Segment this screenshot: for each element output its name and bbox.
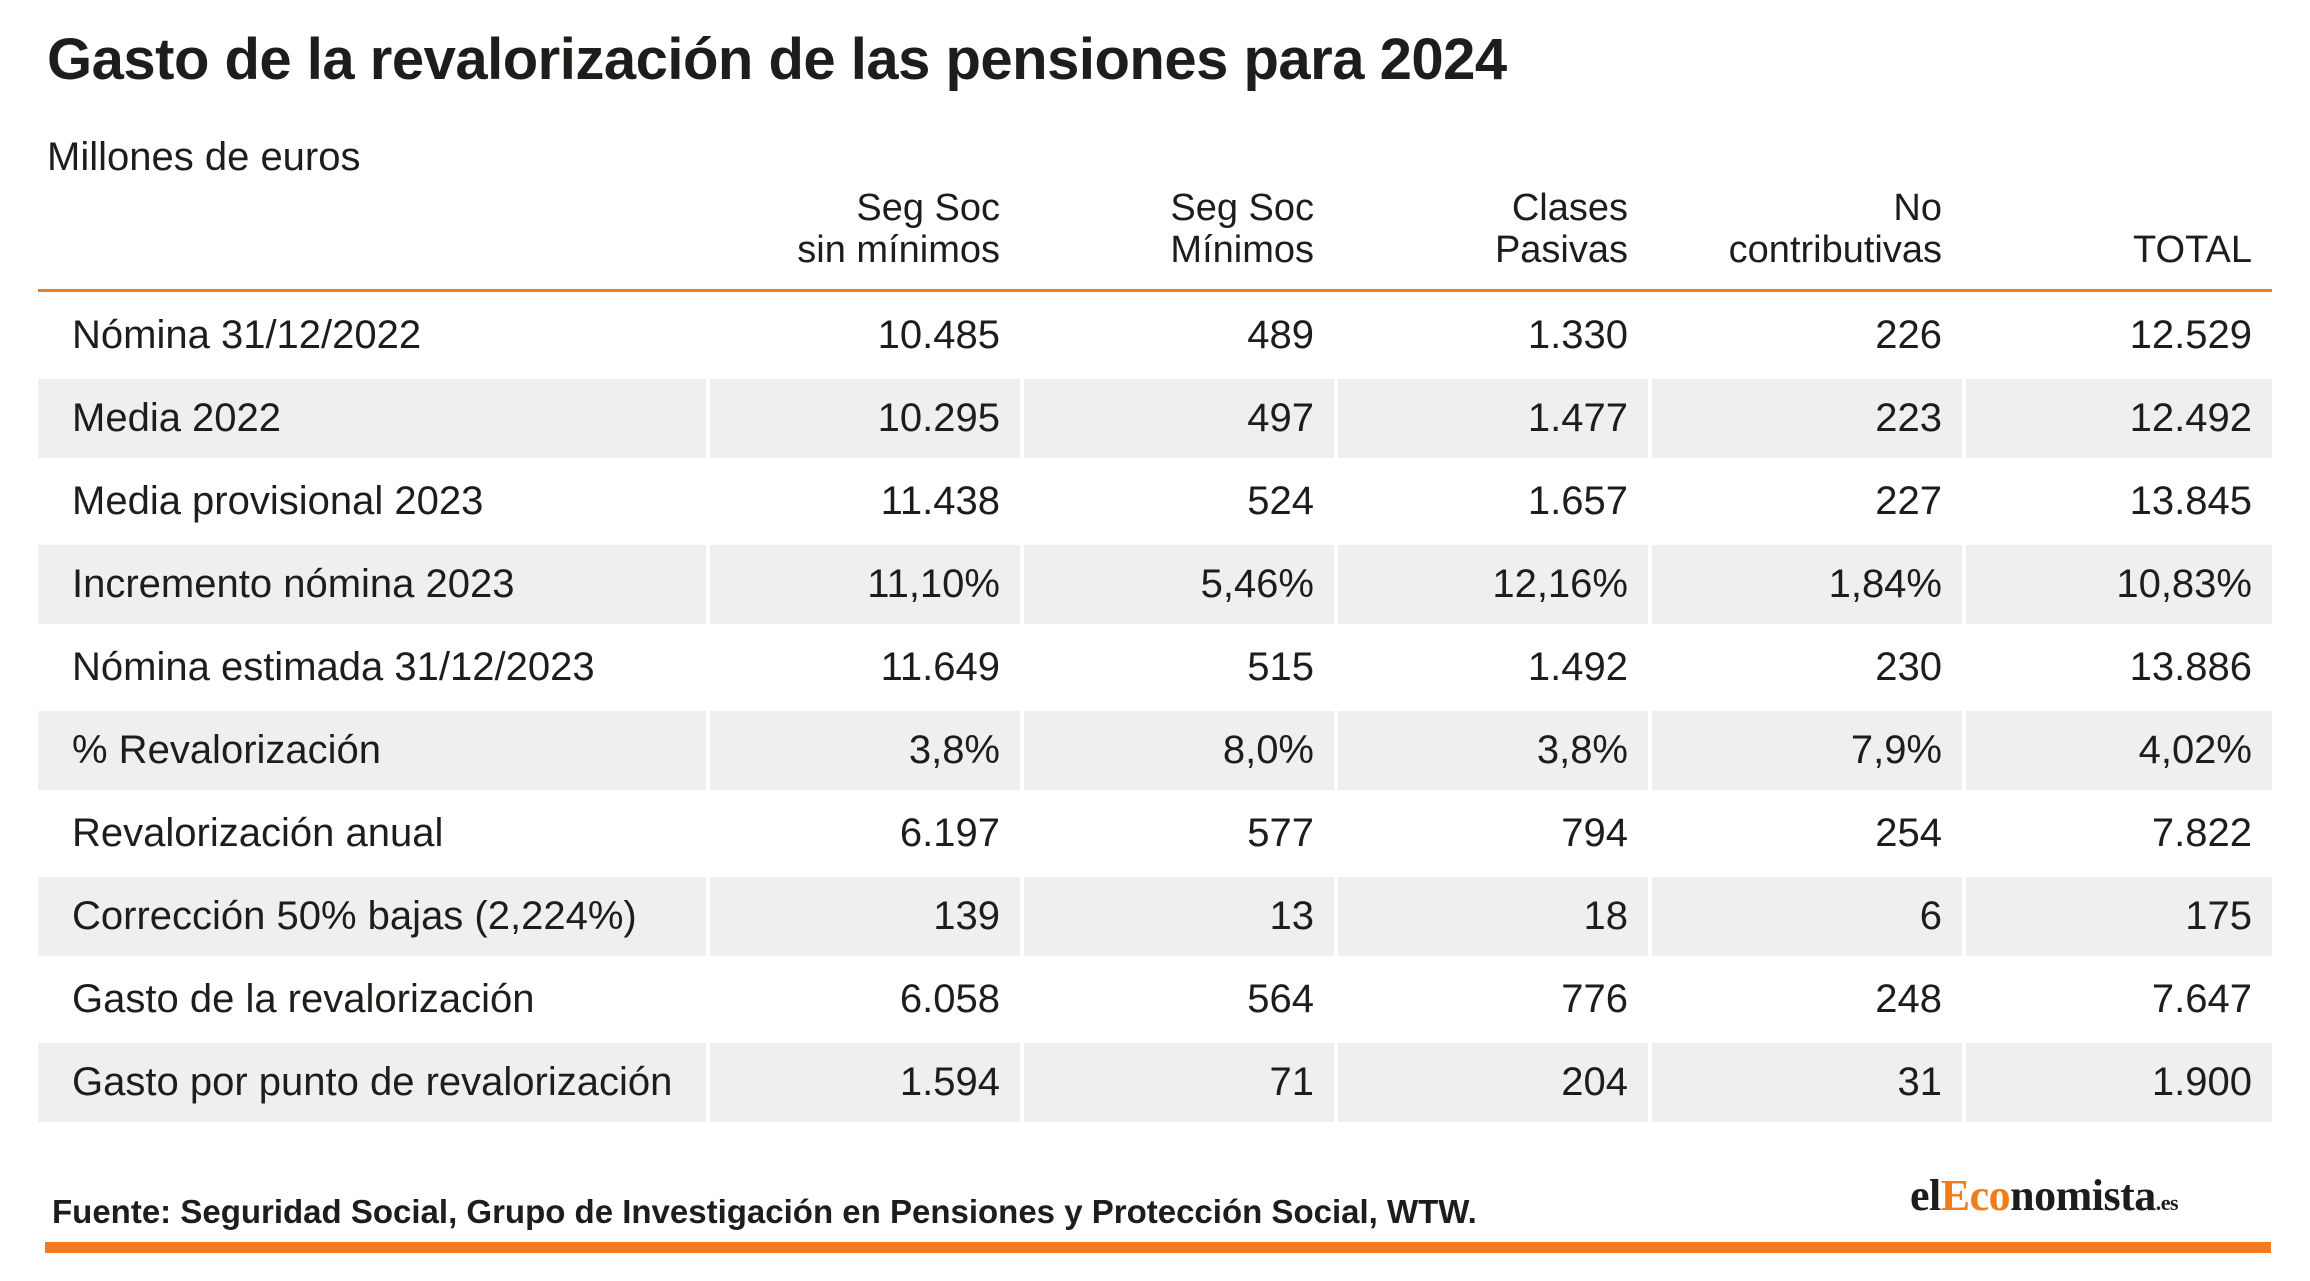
table-row: Media provisional 2023 11.438 524 1.657 227 1… <box>38 458 2272 541</box>
table-row: Nómina estimada 31/12/2023 11.649 515 1.492… <box>38 624 2272 707</box>
table-cell: 11.438 <box>706 458 1020 541</box>
row-label: Incremento nómina 2023 <box>38 541 706 624</box>
table-cell: 5,46% <box>1020 541 1334 624</box>
table-cell: 497 <box>1020 375 1334 458</box>
table-cell: 11.649 <box>706 624 1020 707</box>
table-cell: 6 <box>1648 873 1962 956</box>
header-blank-cell <box>38 185 706 292</box>
table-cell: 1.657 <box>1334 458 1648 541</box>
table-row: Corrección 50% bajas (2,224%) 139 13 18 6 175 <box>38 873 2272 956</box>
table-cell: 10,83% <box>1962 541 2272 624</box>
row-label: Gasto por punto de revalorización <box>38 1039 706 1122</box>
table-cell: 10.295 <box>706 375 1020 458</box>
bottom-accent-bar <box>45 1242 2271 1253</box>
table-cell: 139 <box>706 873 1020 956</box>
table-cell: 13.886 <box>1962 624 2272 707</box>
table-row: Media 2022 10.295 497 1.477 223 12.492 <box>38 375 2272 458</box>
column-header-line1: Seg Soc <box>856 187 1000 229</box>
table-cell: 3,8% <box>1334 707 1648 790</box>
logo-tld: .es <box>2155 1190 2179 1215</box>
table-cell: 6.197 <box>706 790 1020 873</box>
column-header-line1: No <box>1893 187 1942 229</box>
table-cell: 230 <box>1648 624 1962 707</box>
table-row: Nómina 31/12/2022 10.485 489 1.330 226 12.529 <box>38 292 2272 375</box>
logo-part-3: nomista <box>2010 1171 2156 1220</box>
row-label: Media provisional 2023 <box>38 458 706 541</box>
brand-logo: elEconomista.es <box>1910 1170 2179 1221</box>
table-cell: 564 <box>1020 956 1334 1039</box>
column-header-line2: Pasivas <box>1494 229 1628 271</box>
row-label: Media 2022 <box>38 375 706 458</box>
table-row: Gasto de la revalorización 6.058 564 776 248… <box>38 956 2272 1039</box>
column-header-line2: contributivas <box>1728 229 1942 271</box>
table-cell: 577 <box>1020 790 1334 873</box>
table-cell: 226 <box>1648 292 1962 375</box>
table-cell: 12.492 <box>1962 375 2272 458</box>
table-cell: 175 <box>1962 873 2272 956</box>
table-cell: 223 <box>1648 375 1962 458</box>
table-cell: 489 <box>1020 292 1334 375</box>
table-cell: 227 <box>1648 458 1962 541</box>
chart-subtitle: Millones de euros <box>47 135 361 179</box>
table-body: Nómina 31/12/2022 10.485 489 1.330 226 12.529… <box>38 292 2272 1122</box>
table-row: Revalorización anual 6.197 577 794 254 7.822 <box>38 790 2272 873</box>
data-table: Seg Soc sin mínimos Seg Soc Mínimos Clas… <box>38 185 2272 1122</box>
column-header-line2: TOTAL <box>2133 229 2252 271</box>
table-cell: 10.485 <box>706 292 1020 375</box>
table-cell: 6.058 <box>706 956 1020 1039</box>
table-cell: 1.900 <box>1962 1039 2272 1122</box>
table-cell: 776 <box>1334 956 1648 1039</box>
table-header-row: Seg Soc sin mínimos Seg Soc Mínimos Clas… <box>38 185 2272 292</box>
row-label: Nómina estimada 31/12/2023 <box>38 624 706 707</box>
row-label: Gasto de la revalorización <box>38 956 706 1039</box>
logo-part-2: Eco <box>1940 1171 2011 1220</box>
table-cell: 7,9% <box>1648 707 1962 790</box>
table-cell: 7.822 <box>1962 790 2272 873</box>
table-cell: 7.647 <box>1962 956 2272 1039</box>
table-cell: 18 <box>1334 873 1648 956</box>
row-label: % Revalorización <box>38 707 706 790</box>
column-header-line1: Seg Soc <box>1170 187 1314 229</box>
table-cell: 13.845 <box>1962 458 2272 541</box>
table-cell: 31 <box>1648 1039 1962 1122</box>
row-label: Corrección 50% bajas (2,224%) <box>38 873 706 956</box>
column-header-no-contributivas: No contributivas <box>1648 185 1962 292</box>
table-cell: 794 <box>1334 790 1648 873</box>
table-cell: 1.492 <box>1334 624 1648 707</box>
table-cell: 1.594 <box>706 1039 1020 1122</box>
column-header-line1 <box>1962 187 2252 229</box>
table-cell: 12.529 <box>1962 292 2272 375</box>
table-cell: 3,8% <box>706 707 1020 790</box>
row-label: Revalorización anual <box>38 790 706 873</box>
data-table-container: Seg Soc sin mínimos Seg Soc Mínimos Clas… <box>38 185 2272 1122</box>
column-header-line2: sin mínimos <box>797 229 1000 271</box>
table-cell: 13 <box>1020 873 1334 956</box>
table-cell: 515 <box>1020 624 1334 707</box>
column-header-clases-pasivas: Clases Pasivas <box>1334 185 1648 292</box>
table-row: Gasto por punto de revalorización 1.594 71… <box>38 1039 2272 1122</box>
table-cell: 12,16% <box>1334 541 1648 624</box>
table-cell: 204 <box>1334 1039 1648 1122</box>
column-header-line2: Mínimos <box>1170 229 1314 271</box>
row-label: Nómina 31/12/2022 <box>38 292 706 375</box>
table-row: % Revalorización 3,8% 8,0% 3,8% 7,9% 4,02% <box>38 707 2272 790</box>
column-header-line1: Clases <box>1511 187 1628 229</box>
column-header-total: TOTAL <box>1962 185 2272 292</box>
table-row: Incremento nómina 2023 11,10% 5,46% 12,16% 1… <box>38 541 2272 624</box>
column-header-seg-soc-minimos: Seg Soc Mínimos <box>1020 185 1334 292</box>
table-cell: 11,10% <box>706 541 1020 624</box>
column-header-seg-soc-sin-minimos: Seg Soc sin mínimos <box>706 185 1020 292</box>
chart-title: Gasto de la revalorización de las pensio… <box>47 27 1507 92</box>
table-cell: 524 <box>1020 458 1334 541</box>
logo-part-1: el <box>1910 1171 1941 1220</box>
table-cell: 1,84% <box>1648 541 1962 624</box>
table-cell: 254 <box>1648 790 1962 873</box>
table-cell: 8,0% <box>1020 707 1334 790</box>
table-cell: 4,02% <box>1962 707 2272 790</box>
table-cell: 1.477 <box>1334 375 1648 458</box>
table-cell: 1.330 <box>1334 292 1648 375</box>
table-cell: 248 <box>1648 956 1962 1039</box>
source-note: Fuente: Seguridad Social, Grupo de Inves… <box>52 1193 1477 1230</box>
table-cell: 71 <box>1020 1039 1334 1122</box>
